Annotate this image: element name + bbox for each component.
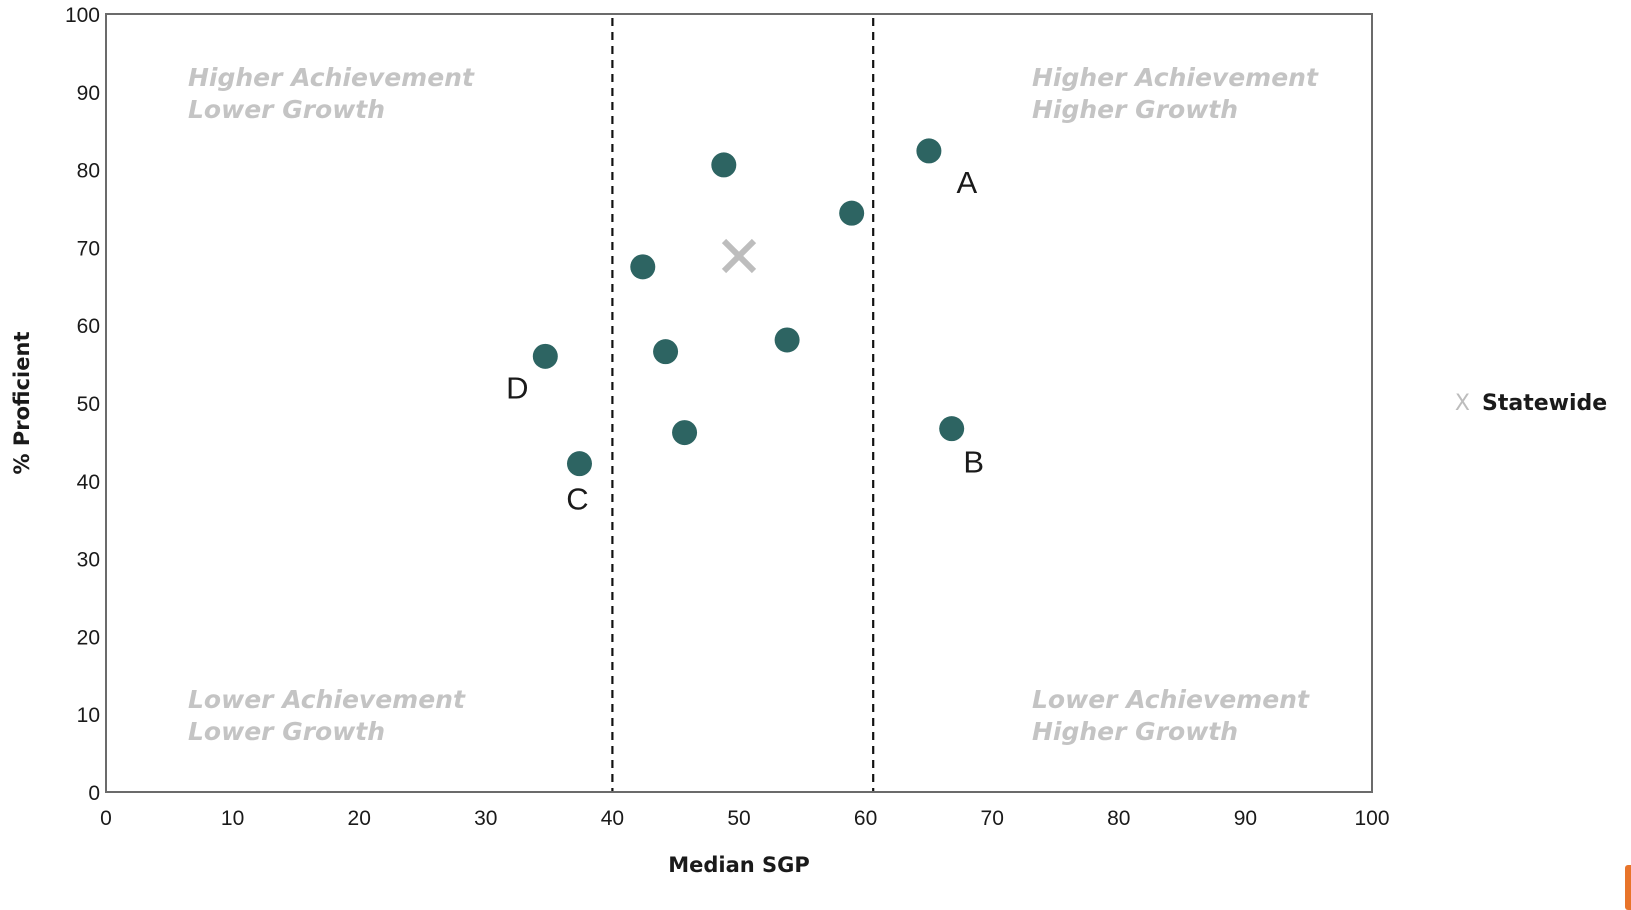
reference-lines [611, 18, 875, 792]
y-tick-label: 0 [88, 782, 100, 805]
statewide-marker [721, 238, 757, 274]
point-label-c: C [566, 482, 588, 517]
data-point [839, 200, 865, 226]
data-point [711, 152, 737, 178]
x-axis-label: Median SGP [668, 853, 810, 877]
data-point-c [566, 451, 592, 477]
point-label-a: A [957, 165, 978, 200]
x-tick-label: 50 [727, 807, 750, 830]
x-tick-label: 70 [981, 807, 1004, 830]
x-tick-label: 80 [1107, 807, 1130, 830]
y-tick-label: 10 [77, 704, 100, 727]
y-tick-label: 30 [77, 549, 100, 572]
data-point [774, 327, 800, 353]
x-tick-label: 20 [348, 807, 371, 830]
data-point [630, 254, 656, 280]
quadrant-label-top-right: Higher Achievement Higher Growth [1032, 63, 1319, 124]
point-labels: A B C D [506, 165, 984, 517]
x-tick-label: 10 [221, 807, 244, 830]
point-label-d: D [506, 370, 528, 405]
data-point [672, 420, 698, 446]
y-tick-label: 90 [77, 82, 100, 105]
quadrant-label-bottom-left: Lower Achievement Lower Growth [188, 685, 466, 746]
legend: X Statewide [1455, 391, 1607, 416]
data-point-a [916, 138, 942, 164]
data-point [653, 339, 679, 365]
y-tick-label: 40 [77, 471, 100, 494]
y-tick-label: 100 [65, 4, 100, 27]
y-tick-label: 70 [77, 237, 100, 260]
y-tick-label: 80 [77, 160, 100, 183]
statewide-x-stroke [721, 238, 757, 274]
legend-marker-icon: X [1455, 391, 1470, 416]
data-points [532, 138, 965, 477]
x-tick-label: 100 [1354, 807, 1389, 830]
point-label-b: B [963, 445, 984, 480]
quadrant-label-top-left: Higher Achievement Lower Growth [188, 63, 475, 124]
data-point-b [939, 416, 965, 442]
quadrant-label-bottom-right: Lower Achievement Higher Growth [1032, 685, 1310, 746]
x-axis-ticks: 0 10 20 30 40 50 60 70 80 90 100 [100, 807, 1389, 830]
y-tick-label: 50 [77, 393, 100, 416]
x-tick-label: 60 [854, 807, 877, 830]
y-tick-label: 60 [77, 315, 100, 338]
x-tick-label: 40 [601, 807, 624, 830]
y-axis-ticks: 0 10 20 30 40 50 60 70 80 90 100 [65, 4, 100, 805]
plot-area-frame [105, 13, 1373, 793]
x-tick-label: 0 [100, 807, 112, 830]
data-point-d [532, 343, 558, 369]
x-tick-label: 90 [1234, 807, 1257, 830]
quadrant-labels: Higher Achievement Lower Growth Higher Ach… [188, 63, 1319, 746]
side-tab [1625, 865, 1631, 910]
y-tick-label: 20 [77, 626, 100, 649]
y-axis-label: % Proficient [10, 332, 34, 475]
legend-label: Statewide [1482, 391, 1607, 416]
x-tick-label: 30 [474, 807, 497, 830]
